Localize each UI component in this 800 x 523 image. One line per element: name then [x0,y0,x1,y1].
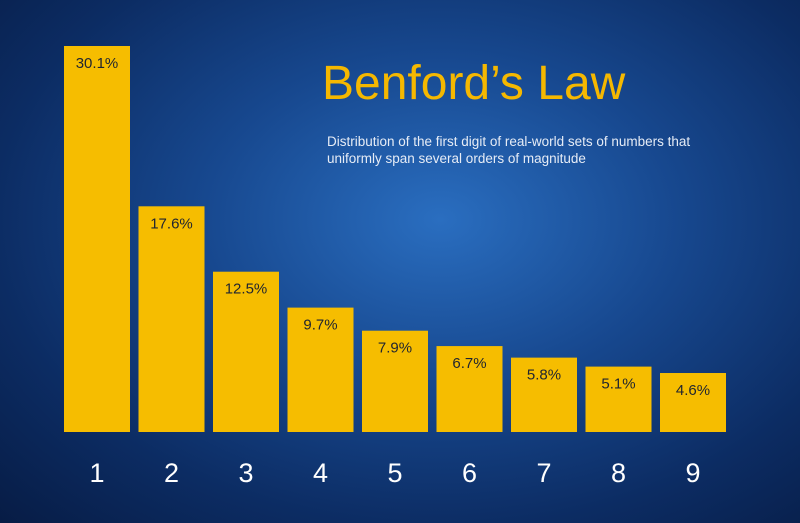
data-label-9: 4.6% [676,382,710,399]
data-label-5: 7.9% [378,340,412,357]
x-tick-9: 9 [685,458,700,488]
x-tick-7: 7 [536,458,551,488]
x-tick-2: 2 [164,458,179,488]
x-tick-1: 1 [89,458,104,488]
bar-8 [585,366,652,432]
bar-1 [64,46,130,432]
x-tick-6: 6 [462,458,477,488]
x-tick-8: 8 [611,458,626,488]
bar-3 [213,271,279,432]
data-label-7: 5.8% [527,367,561,384]
x-tick-5: 5 [387,458,402,488]
data-label-4: 9.7% [303,317,337,334]
chart-title: Benford’s Law [322,57,626,110]
data-label-8: 5.1% [601,376,635,393]
bar-5 [362,330,428,432]
x-tick-4: 4 [313,458,328,488]
bar-6 [436,346,503,432]
x-tick-3: 3 [238,458,253,488]
data-label-6: 6.7% [452,355,486,372]
data-label-1: 30.1% [76,55,119,72]
chart-subtitle: Distribution of the first digit of real-… [327,134,691,166]
bar-9 [660,373,726,432]
data-label-3: 12.5% [225,281,268,298]
bar-7 [511,357,577,432]
bar-2 [138,206,205,432]
bar-4 [287,307,354,432]
data-label-2: 17.6% [150,215,193,232]
